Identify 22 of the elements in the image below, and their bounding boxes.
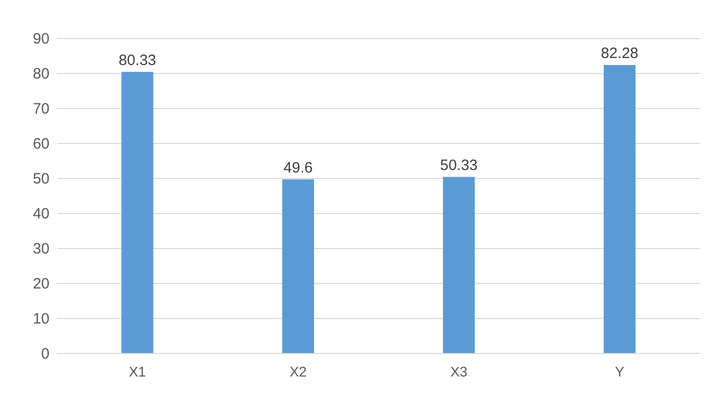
bar — [282, 179, 314, 353]
y-tick-label: 90 — [32, 30, 50, 48]
data-label: 49.6 — [284, 159, 313, 176]
bar — [121, 72, 154, 353]
y-tick-label: 50 — [32, 170, 50, 188]
y-tick-label: 70 — [32, 100, 50, 118]
bar — [442, 176, 475, 353]
y-tick-label: 10 — [32, 310, 50, 328]
y-tick-label: 80 — [32, 66, 50, 82]
x-tick-label: X1 — [128, 364, 146, 380]
data-label: 80.33 — [118, 52, 156, 69]
x-tick-label: X2 — [290, 364, 307, 380]
y-tick-label: 40 — [32, 206, 50, 222]
y-tick-label: 0 — [41, 346, 50, 362]
data-label: 82.28 — [600, 45, 638, 62]
y-tick-label: 60 — [32, 136, 50, 152]
y-tick-label: 20 — [32, 276, 50, 292]
y-tick-label: 30 — [32, 240, 50, 258]
x-tick-label: X3 — [450, 364, 468, 380]
data-label: 50.33 — [440, 156, 478, 174]
bar — [604, 65, 636, 353]
x-tick-label: Y — [614, 364, 625, 380]
